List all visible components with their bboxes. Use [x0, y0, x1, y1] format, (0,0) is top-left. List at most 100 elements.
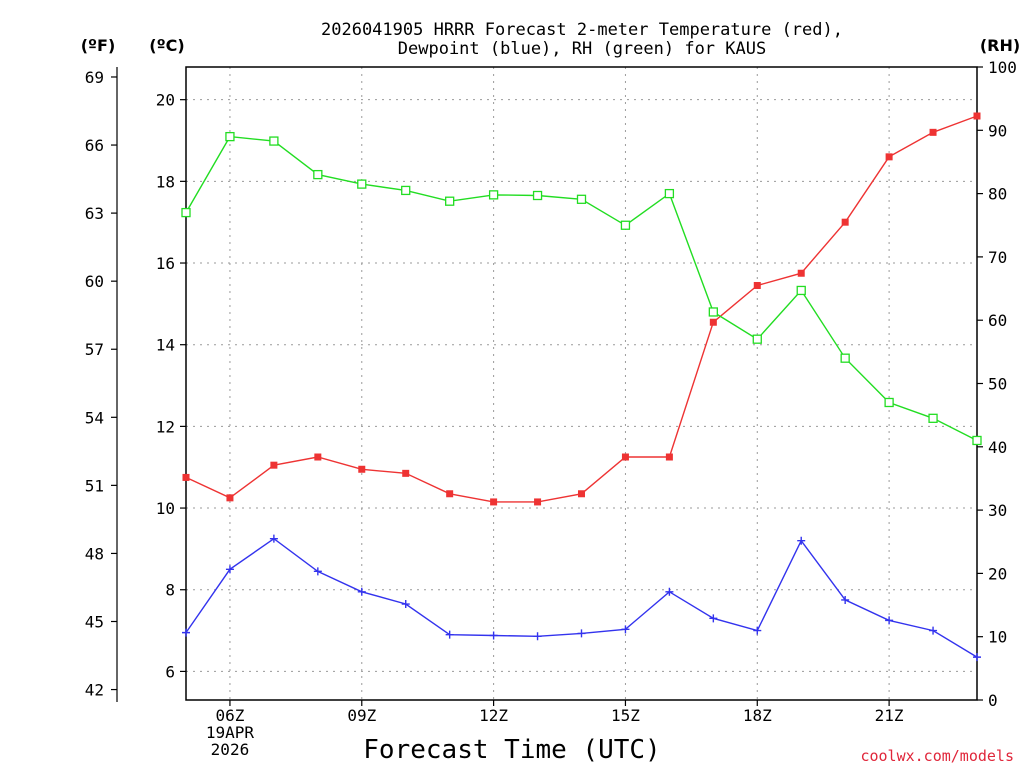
dewpoint-point [533, 632, 542, 641]
rh-point [840, 353, 850, 363]
rh-point [884, 397, 894, 408]
temperature-point [314, 453, 322, 461]
dewpoint-point [577, 629, 586, 638]
rh-tick-label: 10 [988, 628, 1007, 647]
rh-line [185, 135, 978, 442]
x-axis-title: Forecast Time (UTC) [363, 735, 660, 765]
celsius-tick-label: 18 [156, 172, 175, 191]
rh-point [664, 188, 675, 199]
dewpoint-point [182, 628, 190, 637]
temperature-point [709, 318, 717, 326]
temperature-point [446, 490, 454, 498]
fahrenheit-tick-label: 69 [85, 68, 104, 87]
x-tick-label: 06Z [215, 706, 244, 725]
dewpoint-point [401, 600, 410, 609]
dewpoint-point [489, 631, 498, 640]
celsius-tick-label: 16 [156, 254, 175, 273]
credit-link[interactable]: coolwx.com/models [860, 747, 1014, 765]
x-tick-label: 18Z [743, 706, 772, 725]
temperature-point [797, 269, 805, 277]
x-tick-label: 19APR [206, 723, 255, 742]
rh-point [401, 185, 411, 196]
temperature-point [534, 498, 542, 506]
temperature-point [973, 112, 981, 120]
fahrenheit-tick-label: 48 [85, 544, 104, 563]
rh-point [752, 334, 762, 344]
dewpoint-point [797, 536, 806, 545]
dewpoint-point [621, 625, 630, 634]
celsius-tick-label: 20 [156, 91, 175, 110]
rh-point [972, 435, 982, 446]
celsius-tick-label: 8 [165, 581, 175, 600]
dewpoint-point [973, 653, 981, 662]
x-tick-label: 21Z [875, 706, 904, 725]
temperature-point [402, 469, 410, 477]
chart-title-line-2: Dewpoint (blue), RH (green) for KAUS [398, 39, 766, 59]
dewpoint-point [841, 595, 850, 604]
data-series [181, 112, 982, 662]
temperature-point [226, 494, 234, 502]
x-tick-label: 2026 [211, 740, 250, 759]
rh-point [313, 169, 323, 180]
rh-tick-label: 100 [988, 58, 1017, 77]
fahrenheit-tick-label: 63 [85, 204, 104, 223]
fahrenheit-tick-label: 51 [85, 476, 104, 495]
rh-tick-label: 30 [988, 501, 1007, 520]
temperature-point [358, 465, 366, 473]
rh-tick-label: 50 [988, 375, 1007, 394]
fahrenheit-tick-label: 45 [85, 612, 104, 631]
temperature-point [665, 453, 673, 461]
temperature-line [185, 115, 978, 503]
rh-point [708, 307, 718, 317]
rh-point [357, 179, 367, 189]
celsius-unit-label: (ºC) [149, 36, 184, 55]
rh-tick-label: 80 [988, 185, 1007, 204]
temperature-point [621, 453, 629, 461]
fahrenheit-tick-label: 66 [85, 136, 104, 155]
temperature-point [885, 153, 893, 161]
rh-point [796, 285, 806, 296]
grid-lines [186, 67, 977, 700]
x-tick-label: 15Z [611, 706, 640, 725]
plot-frame [185, 66, 978, 701]
dewpoint-point [665, 587, 674, 596]
rh-tick-label: 0 [988, 691, 998, 710]
dewpoint-point [313, 567, 322, 576]
celsius-tick-label: 14 [156, 336, 175, 355]
temperature-point [270, 461, 278, 469]
celsius-tick-label: 6 [165, 662, 175, 681]
fahrenheit-tick-label: 42 [85, 681, 104, 700]
rh-point [225, 131, 235, 142]
fahrenheit-tick-label: 60 [85, 272, 104, 291]
rh-point [269, 136, 279, 146]
dewpoint-point [357, 587, 366, 596]
dewpoint-point [709, 614, 718, 623]
rh-point [928, 413, 938, 423]
temperature-point [578, 490, 585, 498]
rh-point [532, 190, 543, 201]
fahrenheit-tick-label: 57 [85, 340, 104, 359]
dewpoint-point [225, 565, 234, 574]
rh-point [620, 220, 631, 230]
x-tick-label: 09Z [347, 706, 376, 725]
chart-title-line-1: 2026041905 HRRR Forecast 2-meter Tempera… [321, 20, 843, 40]
fahrenheit-tick-label: 54 [85, 408, 104, 427]
rh-point [181, 207, 191, 218]
x-tick-label: 12Z [479, 706, 508, 725]
rh-unit-label: (RH) [980, 36, 1020, 55]
temperature-point [182, 473, 190, 481]
dewpoint-point [753, 626, 762, 635]
rh-point [488, 190, 499, 200]
dewpoint-point [929, 626, 938, 635]
rh-tick-label: 60 [988, 311, 1007, 330]
rh-point [445, 196, 455, 206]
dewpoint-point [269, 534, 278, 543]
temperature-point [841, 218, 849, 226]
fahrenheit-unit-label: (ºF) [81, 36, 116, 55]
dewpoint-line [185, 537, 978, 658]
rh-tick-label: 20 [988, 564, 1007, 583]
temperature-point [490, 498, 498, 506]
axes-ticks: 6 8 10 12 14 16 18 20 42 45 48 51 54 57 60 63 66 69 0 10 20 3… [85, 58, 1017, 759]
celsius-tick-label: 12 [156, 417, 175, 436]
